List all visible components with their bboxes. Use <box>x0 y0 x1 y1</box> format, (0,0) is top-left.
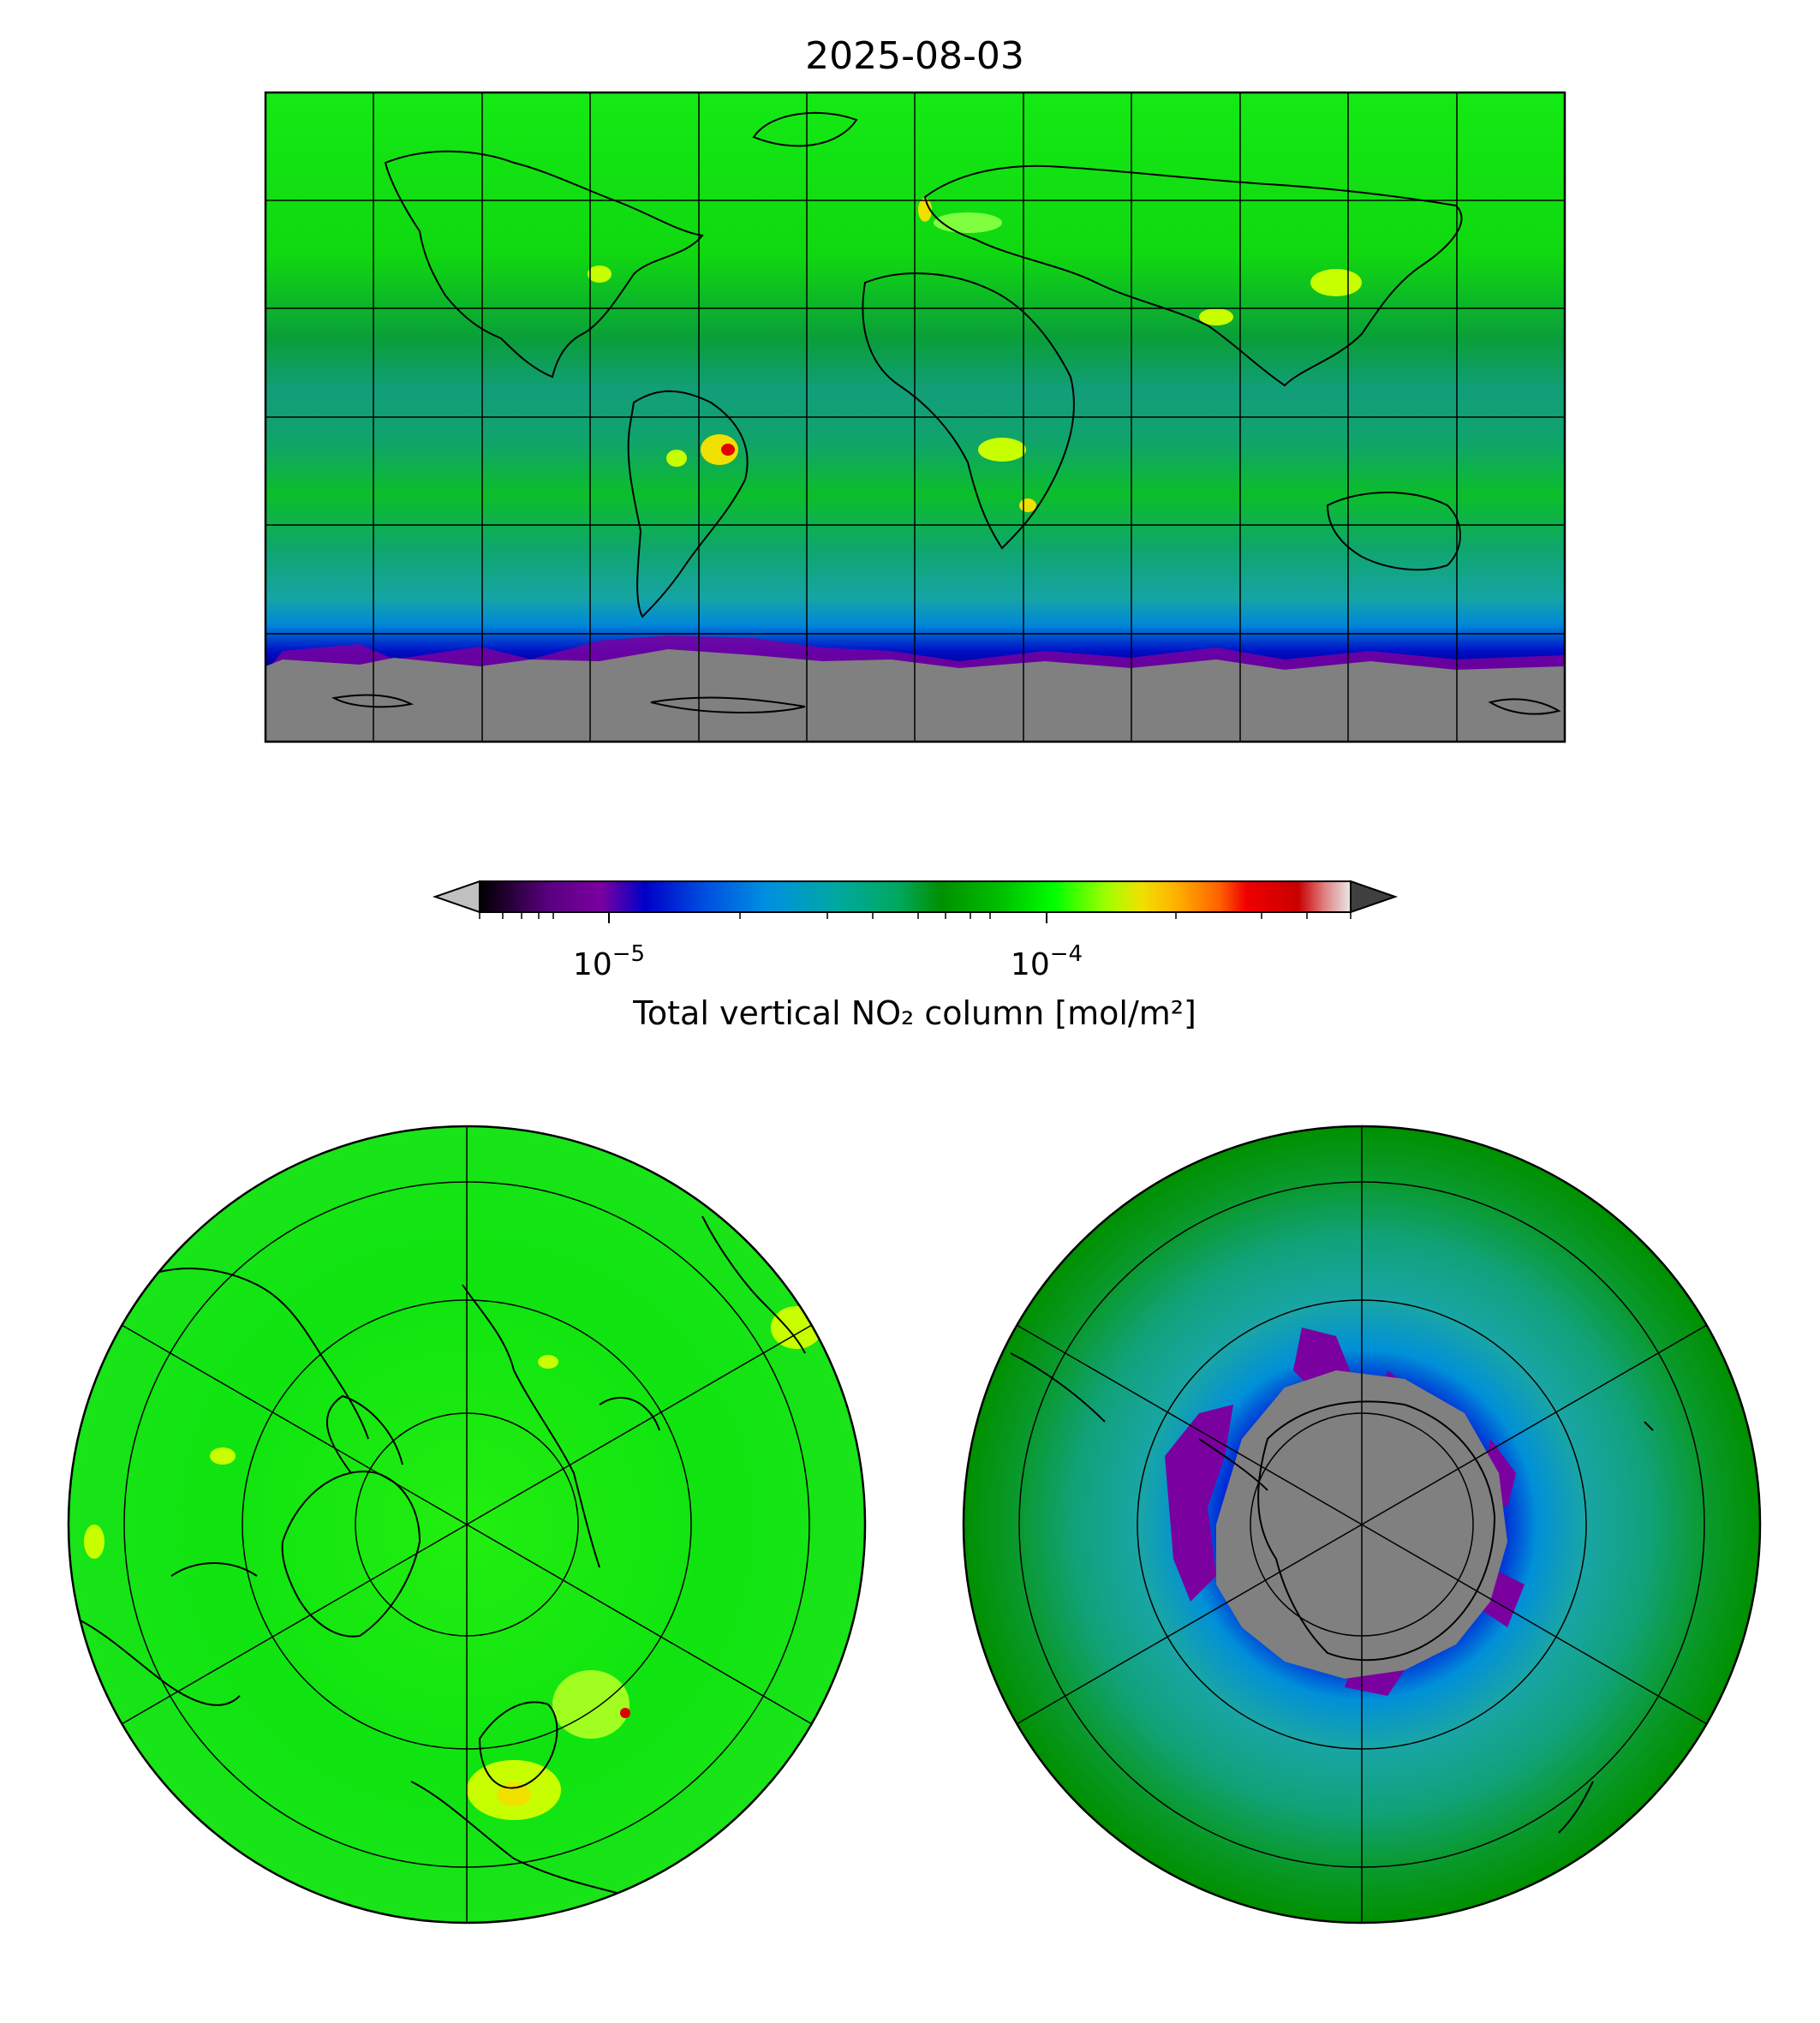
global-map-frame <box>264 91 1566 743</box>
colorbar-over-extension <box>1350 880 1399 914</box>
colorbar-gradient <box>480 881 1351 912</box>
colorbar-label: Total vertical NO₂ column [mol/m²] <box>632 994 1196 1032</box>
north-hotspots <box>84 1306 822 1820</box>
figure-title: 2025-08-03 <box>805 34 1024 78</box>
south-coastlines <box>1010 1352 1654 1834</box>
south-polar-panel <box>962 1125 1762 1925</box>
colorbar: 10−5 10−4 Total vertical NO₂ column [mol… <box>432 880 1399 1032</box>
north-polar-panel <box>67 1125 867 1925</box>
north-coastlines <box>76 1215 806 1894</box>
colorbar-under-extension <box>432 880 480 914</box>
colorbar-tick-label: 10−5 <box>573 941 645 982</box>
global-map-panel <box>264 91 1566 743</box>
south-map-frame <box>962 1125 1762 1925</box>
global-gridlines <box>266 92 1565 742</box>
north-graticule <box>121 1126 813 1923</box>
colorbar-minor-ticks <box>479 912 1352 919</box>
colorbar-tick-label: 10−4 <box>1011 941 1083 982</box>
south-graticule <box>1016 1126 1708 1923</box>
global-coastlines <box>331 111 1561 715</box>
north-map-frame <box>67 1125 867 1925</box>
colorbar-frame <box>479 880 1352 913</box>
